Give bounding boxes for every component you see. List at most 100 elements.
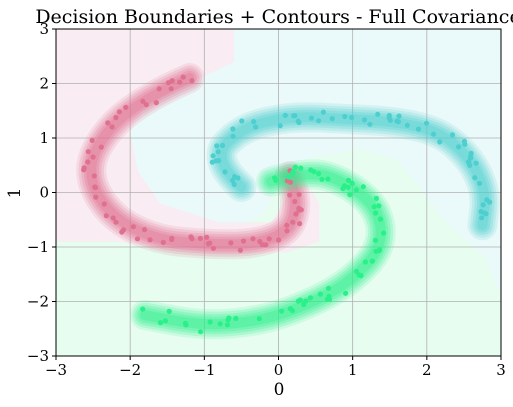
data-point [320,109,326,115]
data-point [105,120,111,126]
data-point [204,234,210,240]
x-tick-label: 1 [348,361,358,379]
data-point [147,237,153,243]
contour-band [211,107,495,236]
x-tick-label: −3 [45,361,67,379]
data-point [289,308,295,314]
data-point [198,329,204,335]
data-point [376,203,382,209]
data-point [279,308,285,314]
data-point [93,194,99,200]
data-point [134,236,141,242]
data-point [207,319,213,325]
data-point [296,119,302,126]
data-point [292,113,298,119]
data-point [220,142,226,149]
data-point [92,184,98,191]
data-point [277,123,283,129]
data-point [317,291,323,297]
data-point [298,165,304,171]
data-point [340,186,346,192]
y-tick-label: 2 [39,75,49,93]
y-tick-label: −2 [27,293,49,311]
data-point [284,222,290,228]
data-point [143,102,149,108]
data-point [177,79,183,85]
data-point [343,290,349,296]
data-point [222,169,228,175]
x-tick-label: 0 [274,361,284,379]
data-point [308,115,315,121]
data-point [110,215,116,221]
data-point [253,124,259,130]
data-point [230,177,236,183]
x-tick-label: −2 [119,361,141,379]
data-point [316,118,322,124]
data-point [250,236,256,242]
data-point [373,210,379,216]
data-point [217,321,223,327]
x-axis-label: 0 [274,380,285,400]
data-point [197,235,203,241]
data-point [472,175,478,181]
data-point [166,308,172,314]
data-point [188,234,194,240]
data-point [89,137,95,143]
data-point [216,158,222,164]
data-point [214,143,220,149]
data-point [361,117,368,123]
data-point [116,109,122,115]
data-point [473,160,479,166]
data-point [480,202,486,208]
data-point [231,181,237,188]
data-point [140,306,146,312]
data-point [257,238,263,245]
data-point [345,177,352,183]
data-point [287,179,294,185]
data-point [381,230,387,236]
data-point [372,237,379,243]
data-point [395,119,401,125]
data-point [230,133,236,139]
data-point [290,219,296,225]
data-point [487,199,493,205]
data-point [85,149,91,155]
data-point [362,259,368,265]
data-point [483,211,489,217]
data-point [81,167,87,173]
data-point [307,295,314,301]
data-point [375,111,381,117]
data-point [210,245,216,251]
contour-band [206,102,500,241]
data-point [120,227,127,233]
data-point [180,74,186,80]
data-point [353,268,360,275]
data-point [347,192,353,198]
data-point [141,227,148,233]
data-point [423,120,430,126]
data-point [360,184,366,190]
data-point [169,236,175,243]
data-point [123,104,129,110]
data-point [109,124,115,130]
data-point [456,144,462,150]
data-point [449,132,456,138]
data-point [349,114,355,121]
data-point [477,180,483,186]
y-tick-label: 1 [39,129,49,147]
data-point [342,113,348,120]
data-point [273,177,279,183]
data-point [297,297,303,303]
data-point [130,224,136,230]
data-point [290,169,296,175]
data-point [297,221,303,227]
data-point [85,159,91,165]
data-point [462,141,468,147]
data-point [157,320,164,326]
data-point [404,122,410,128]
data-point [209,159,215,165]
data-point [113,115,119,121]
chart-title: Decision Boundaries + Contours - Full Co… [35,6,513,28]
data-point [325,285,332,291]
